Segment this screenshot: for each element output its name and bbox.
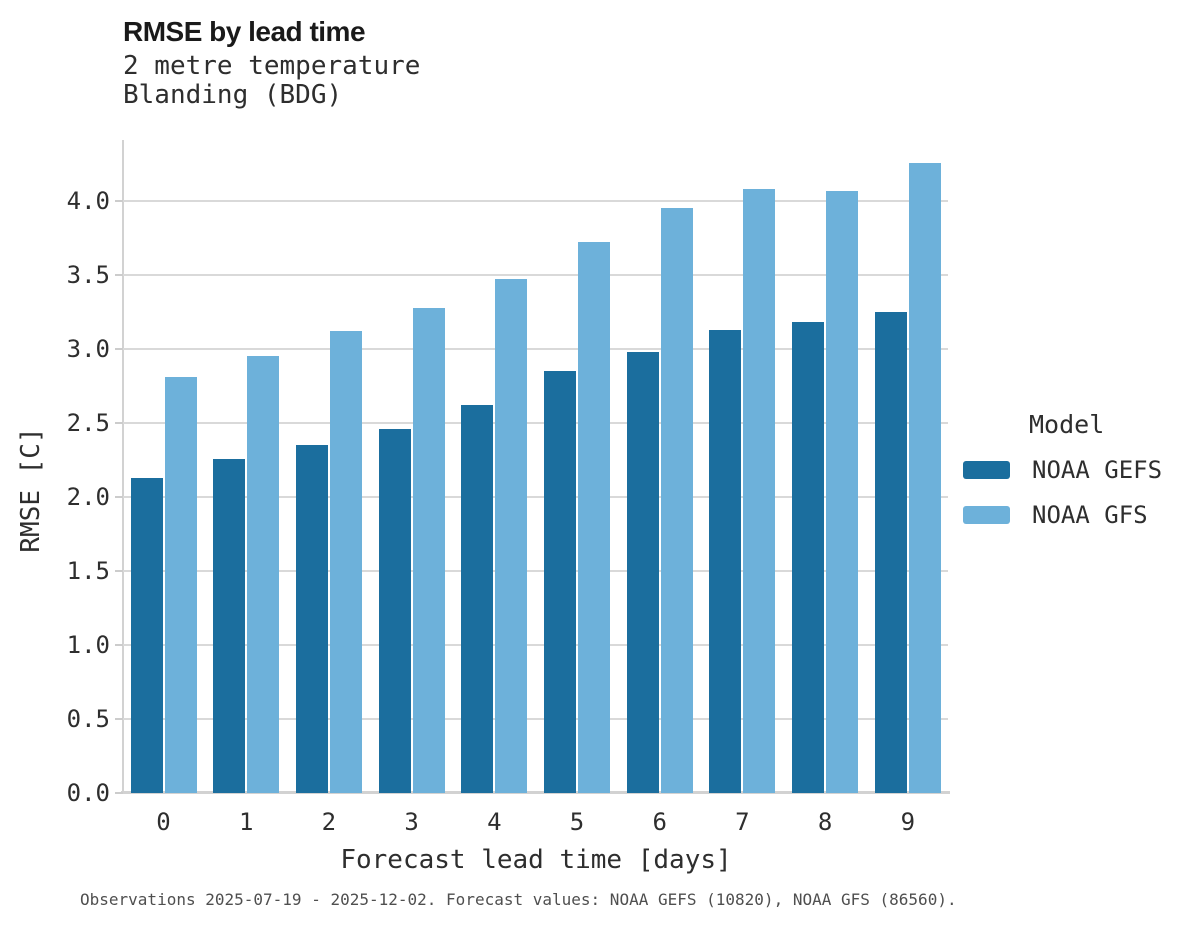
legend: Model NOAA GEFS NOAA GFS: [963, 410, 1188, 529]
x-tick-label-7: 7: [735, 808, 750, 836]
legend-swatch-noaa-gfs: [963, 506, 1010, 524]
y-tick-label-2.0: 2.0: [66, 483, 110, 511]
y-tick-label-0.5: 0.5: [66, 705, 110, 733]
gridline-2.5: [123, 422, 948, 424]
bar-noaa-gefs-lead-6: [626, 352, 659, 793]
bar-noaa-gfs-lead-0: [164, 377, 197, 793]
y-tick-2.0: [115, 496, 123, 498]
gridline-3.0: [123, 348, 948, 350]
gridline-2.0: [123, 496, 948, 498]
x-tick-label-6: 6: [652, 808, 667, 836]
bar-noaa-gfs-lead-2: [329, 331, 362, 793]
bar-noaa-gefs-lead-5: [544, 371, 576, 793]
y-tick-1.0: [115, 644, 123, 646]
bar-noaa-gfs-lead-8: [826, 191, 859, 793]
legend-label-noaa-gefs: NOAA GEFS: [1032, 456, 1163, 484]
y-tick-1.5: [115, 570, 123, 572]
bar-noaa-gfs-lead-3: [412, 308, 445, 793]
y-tick-label-1.0: 1.0: [66, 631, 110, 659]
y-tick-label-4.0: 4.0: [66, 187, 110, 215]
bar-noaa-gfs-lead-5: [578, 242, 610, 793]
legend-item-noaa-gefs: NOAA GEFS: [963, 456, 1188, 484]
x-axis-label: Forecast lead time [days]: [340, 845, 732, 875]
bar-noaa-gfs-lead-7: [743, 189, 776, 793]
y-tick-label-2.5: 2.5: [66, 409, 110, 437]
x-tick-label-1: 1: [238, 808, 254, 836]
y-tick-label-0.0: 0.0: [66, 779, 110, 807]
x-tick-label-3: 3: [404, 808, 419, 836]
bar-noaa-gefs-lead-0: [130, 478, 163, 793]
x-tick-label-4: 4: [487, 808, 502, 836]
x-tick-label-0: 0: [156, 808, 171, 836]
x-axis-spine: [121, 791, 950, 794]
chart-subtitle-station: Blanding (BDG): [123, 80, 343, 110]
x-tick-label-8: 8: [817, 808, 833, 836]
bar-noaa-gefs-lead-1: [213, 459, 246, 793]
bar-noaa-gefs-lead-4: [461, 405, 494, 793]
y-tick-label-3.5: 3.5: [66, 261, 110, 289]
footer-caption: Observations 2025-07-19 - 2025-12-02. Fo…: [80, 890, 957, 909]
bar-noaa-gefs-lead-8: [792, 322, 825, 793]
y-tick-0.0: [115, 792, 123, 794]
bar-noaa-gfs-lead-9: [908, 163, 941, 793]
bar-noaa-gefs-lead-2: [295, 445, 328, 793]
legend-title: Model: [1029, 410, 1105, 439]
y-tick-3.5: [115, 274, 123, 276]
bar-noaa-gefs-lead-7: [709, 330, 742, 793]
y-tick-label-3.0: 3.0: [66, 335, 110, 363]
bar-noaa-gfs-lead-6: [660, 208, 693, 793]
x-tick-label-5: 5: [569, 808, 585, 836]
bar-noaa-gefs-lead-9: [874, 312, 907, 793]
legend-swatch-noaa-gefs: [963, 461, 1010, 479]
bar-noaa-gfs-lead-4: [495, 279, 528, 793]
y-tick-2.5: [115, 422, 123, 424]
gridline-3.5: [123, 274, 948, 276]
x-tick-label-9: 9: [900, 808, 916, 836]
y-tick-label-1.5: 1.5: [66, 557, 110, 585]
bar-noaa-gfs-lead-1: [247, 356, 280, 793]
chart-title: RMSE by lead time: [123, 16, 366, 47]
y-tick-3.0: [115, 348, 123, 350]
gridline-1.0: [123, 644, 948, 646]
gridline-4.0: [123, 200, 948, 202]
y-tick-4.0: [115, 200, 123, 202]
legend-label-noaa-gfs: NOAA GFS: [1032, 501, 1148, 529]
bar-noaa-gefs-lead-3: [378, 429, 411, 793]
y-axis-spine: [122, 140, 124, 793]
chart-subtitle-variable: 2 metre temperature: [123, 51, 421, 81]
y-tick-0.5: [115, 718, 123, 720]
gridline-1.5: [123, 570, 948, 572]
legend-item-noaa-gfs: NOAA GFS: [963, 501, 1188, 529]
gridline-0.5: [123, 718, 948, 720]
x-tick-label-2: 2: [321, 808, 337, 836]
